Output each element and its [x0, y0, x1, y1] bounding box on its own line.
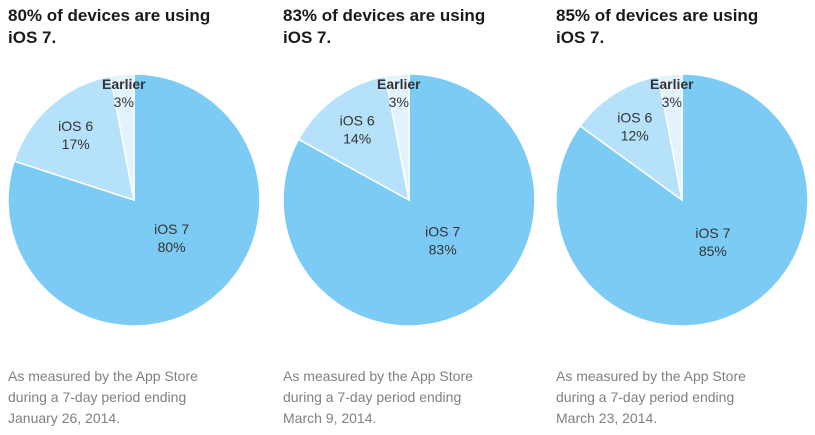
caption-line: during a 7-day period ending: [283, 389, 462, 405]
chart-caption: As measured by the App Store during a 7-…: [283, 366, 545, 429]
pie-slice-earlier: [109, 73, 135, 201]
pie-chart: iOS 7 80% iOS 6 17% Earlier 3%: [7, 73, 261, 327]
slice-value-ios-7: 83%: [429, 241, 457, 257]
slice-value-earlier: 3%: [662, 94, 682, 110]
caption-line: As measured by the App Store: [556, 368, 746, 384]
caption-line: March 23, 2014.: [556, 410, 658, 426]
pie-slice-ios-6: [579, 75, 684, 202]
chart-title-line: 80% of devices are using: [8, 6, 211, 25]
slice-label-ios-6: iOS 6: [58, 118, 93, 134]
chart-panel-mar23: 85% of devices are using iOS 7. iOS 7 85%…: [548, 0, 815, 435]
chart-title-line: iOS 7.: [283, 28, 332, 47]
slice-value-ios-7: 85%: [699, 243, 727, 259]
pie-slice-earlier: [384, 73, 410, 201]
caption-line: As measured by the App Store: [283, 368, 473, 384]
caption-line: during a 7-day period ending: [556, 389, 735, 405]
chart-panel-jan: 80% of devices are using iOS 7. iOS 7 80%…: [0, 0, 272, 435]
chart-title-line: iOS 7.: [556, 28, 605, 47]
caption-line: January 26, 2014.: [8, 410, 121, 426]
chart-title: 80% of devices are using iOS 7.: [8, 5, 268, 49]
chart-title-line: 83% of devices are using: [283, 6, 486, 25]
chart-caption: As measured by the App Store during a 7-…: [556, 366, 815, 429]
chart-panel-mar9: 83% of devices are using iOS 7. iOS 7 83%…: [275, 0, 547, 435]
pie-slice-earlier: [657, 73, 683, 201]
pie-slice-ios-6: [13, 75, 135, 202]
slice-label-ios-7: iOS 7: [425, 223, 460, 239]
slice-value-earlier: 3%: [389, 94, 409, 110]
slice-value-ios-7: 80%: [158, 239, 186, 255]
chart-caption: As measured by the App Store during a 7-…: [8, 366, 270, 429]
caption-line: As measured by the App Store: [8, 368, 198, 384]
chart-title: 85% of devices are using iOS 7.: [556, 5, 815, 49]
chart-title-line: iOS 7.: [8, 28, 57, 47]
caption-line: during a 7-day period ending: [8, 389, 187, 405]
slice-value-ios-6: 14%: [343, 131, 371, 147]
slice-label-ios-6: iOS 6: [617, 110, 652, 126]
slice-label-ios-7: iOS 7: [154, 221, 189, 237]
slice-label-earlier: Earlier: [650, 76, 694, 92]
pie-slice-ios-6: [297, 75, 411, 202]
caption-line: March 9, 2014.: [283, 410, 377, 426]
slice-label-ios-7: iOS 7: [695, 225, 730, 241]
slice-value-earlier: 3%: [114, 94, 134, 110]
slice-value-ios-6: 17%: [62, 136, 90, 152]
slice-label-ios-6: iOS 6: [340, 113, 375, 129]
chart-title: 83% of devices are using iOS 7.: [283, 5, 543, 49]
chart-title-line: 85% of devices are using: [556, 6, 759, 25]
slice-value-ios-6: 12%: [621, 128, 649, 144]
slice-label-earlier: Earlier: [102, 76, 146, 92]
slice-label-earlier: Earlier: [377, 76, 421, 92]
pie-chart: iOS 7 85% iOS 6 12% Earlier 3%: [555, 73, 809, 327]
pie-chart: iOS 7 83% iOS 6 14% Earlier 3%: [282, 73, 536, 327]
